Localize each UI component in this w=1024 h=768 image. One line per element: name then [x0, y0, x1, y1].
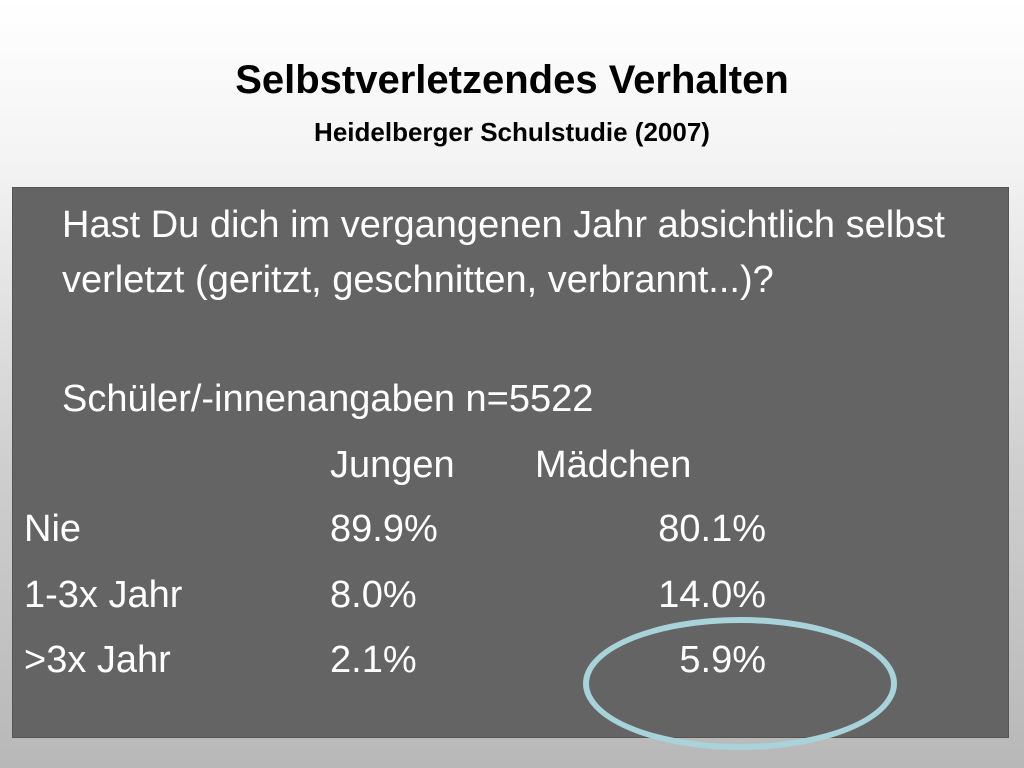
survey-question: Hast Du dich im vergangenen Jahr absicht…: [62, 204, 945, 301]
sample-size: Schüler/-innenangaben n=5522: [62, 378, 594, 420]
value-maedchen-1-3x-jahr: 14.0%: [658, 574, 766, 616]
row-label-nie: Nie: [24, 508, 82, 550]
slide-subtitle: Heidelberger Schulstudie (2007): [314, 117, 710, 147]
value-jungen-over-3x-jahr: 2.1%: [330, 639, 417, 681]
value-jungen-nie: 89.9%: [330, 508, 438, 550]
slide-title: Selbstverletzendes Verhalten: [235, 58, 789, 102]
row-label-over-3x-jahr: >3x Jahr: [24, 639, 171, 681]
header-jungen: Jungen: [330, 444, 455, 486]
content-panel: [13, 188, 1008, 737]
header-maedchen: Mädchen: [535, 444, 692, 486]
value-jungen-1-3x-jahr: 8.0%: [330, 574, 417, 616]
row-label-1-3x-jahr: 1-3x Jahr: [24, 574, 183, 616]
value-maedchen-over-3x-jahr: 5.9%: [679, 639, 766, 681]
value-maedchen-nie: 80.1%: [658, 508, 766, 550]
